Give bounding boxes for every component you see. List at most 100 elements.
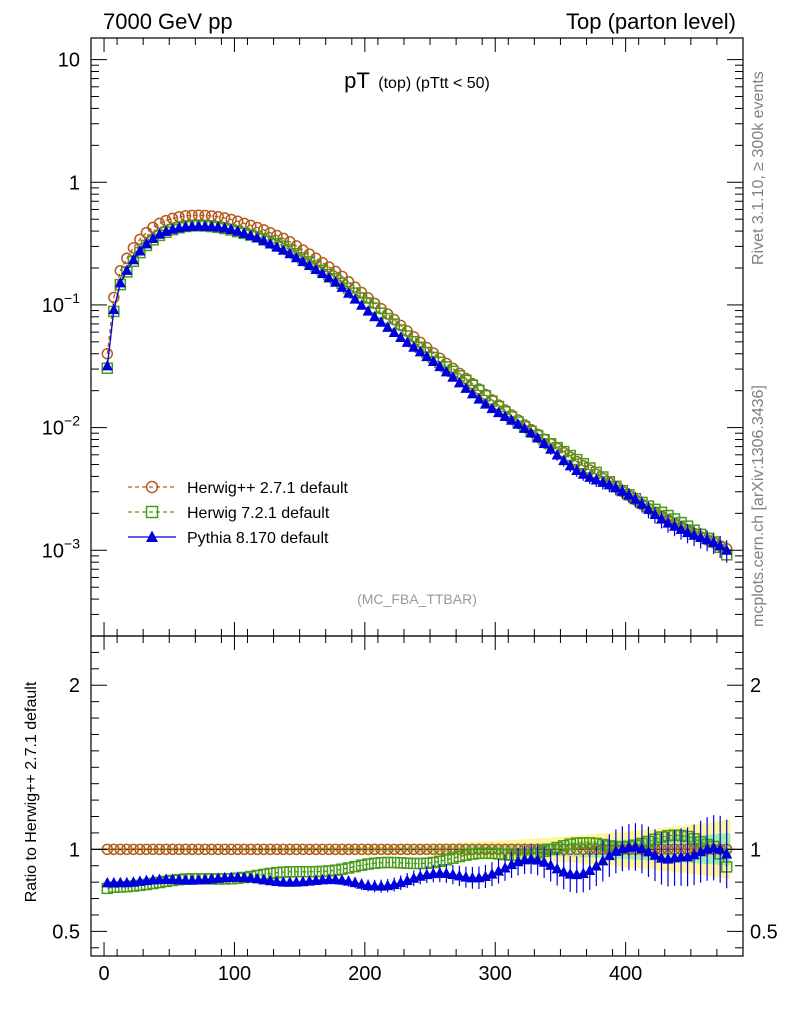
data-point-upper [421,350,433,362]
mcplots-label: mcplots.cern.ch [arXiv:1306.3436] [750,385,767,627]
data-point-lower [440,867,452,879]
data-point-upper [656,513,667,524]
series-2 [101,220,733,894]
data-point-lower [199,843,211,856]
legend-marker [145,505,159,519]
data-point-upper [519,422,531,433]
data-point-lower [532,854,544,865]
data-point-lower [303,843,316,856]
data-point-lower [603,849,615,861]
data-point-upper [284,247,296,259]
data-point-lower [355,859,368,871]
data-point-lower [577,837,590,849]
data-point-upper [147,232,159,243]
x-tick-label: 0 [98,963,109,985]
data-point-upper [597,476,609,487]
data-point-upper [551,449,563,460]
data-point-upper [264,226,277,239]
data-point-upper [362,305,374,316]
data-point-upper [532,431,544,443]
data-point-lower [218,843,231,856]
x-tick-label: 200 [348,963,381,985]
data-point-upper [506,414,518,425]
data-point-lower [649,849,661,860]
data-point-lower [147,843,159,856]
data-point-lower [394,857,407,869]
ratio-y-tick-label-right: 0.5 [750,921,778,943]
data-point-lower [388,856,400,869]
data-point-lower [251,872,263,884]
data-point-lower [557,839,570,852]
data-point-upper [453,376,465,388]
data-point-lower [401,843,413,856]
data-point-lower [238,843,250,856]
data-point-upper [499,410,511,421]
ratio-y-tick-label-left: 1 [69,839,80,861]
data-point-lower [453,869,465,881]
data-point-lower [381,843,394,856]
data-point-upper [356,299,368,310]
data-point-upper [303,259,315,271]
data-point-lower [597,854,609,866]
data-point-upper [714,539,726,551]
data-point-lower [343,875,355,886]
data-point-lower [342,862,355,874]
data-point-upper [108,303,120,315]
data-point-upper [388,326,400,338]
legend-marker [145,480,159,494]
data-point-lower [375,843,387,856]
data-point-lower [264,843,277,856]
data-point-lower [212,843,224,856]
data-point-upper [336,281,348,292]
data-point-upper [140,226,153,239]
data-point-upper [636,498,648,509]
data-point-upper [571,464,583,476]
data-point-lower [316,843,329,856]
header-right: Top (parton level) [566,9,736,34]
ratio-y-tick-label-left: 2 [69,675,80,697]
legend-label: Herwig++ 2.7.1 default [187,480,349,497]
data-point-lower [231,843,244,856]
data-point-upper [427,355,439,366]
data-point-lower [290,843,303,856]
data-point-lower [421,843,433,856]
y-tick-exponent: −1 [64,290,80,306]
data-point-lower [577,843,590,856]
data-point-upper [153,228,165,239]
data-point-upper [525,426,537,438]
data-point-upper [245,229,257,241]
data-point-upper [642,503,654,514]
data-point-upper [264,238,276,249]
data-point-lower [388,843,400,856]
data-point-upper [382,321,394,332]
data-point-lower [525,853,537,864]
data-point-lower [362,858,374,870]
data-point-lower [186,843,198,856]
data-point-lower [127,843,140,856]
ratio-axis-label: Ratio to Herwig++ 2.7.1 default [23,681,40,902]
data-point-lower [407,857,420,870]
x-tick-label: 300 [479,963,512,985]
data-point-upper [395,331,407,343]
data-point-lower [610,845,622,856]
data-point-upper [701,533,713,545]
data-point-lower [160,843,172,856]
data-point-lower [558,866,570,877]
data-point-lower [173,843,185,856]
y-tick-base: 10 [42,540,64,562]
y-tick-exponent: −3 [64,535,80,551]
data-point-upper [695,531,707,543]
data-point-lower [473,847,485,860]
data-point-upper [258,234,270,246]
data-point-upper [558,454,570,466]
data-point-lower [486,868,498,879]
data-point-lower [714,843,726,854]
data-point-lower [368,857,381,869]
data-point-lower [323,843,335,856]
y-tick-base: 10 [58,50,80,72]
data-point-lower [570,837,583,849]
data-point-lower [244,843,257,856]
data-point-upper [277,244,289,255]
data-point-upper [414,345,426,357]
data-point-lower [205,843,218,856]
